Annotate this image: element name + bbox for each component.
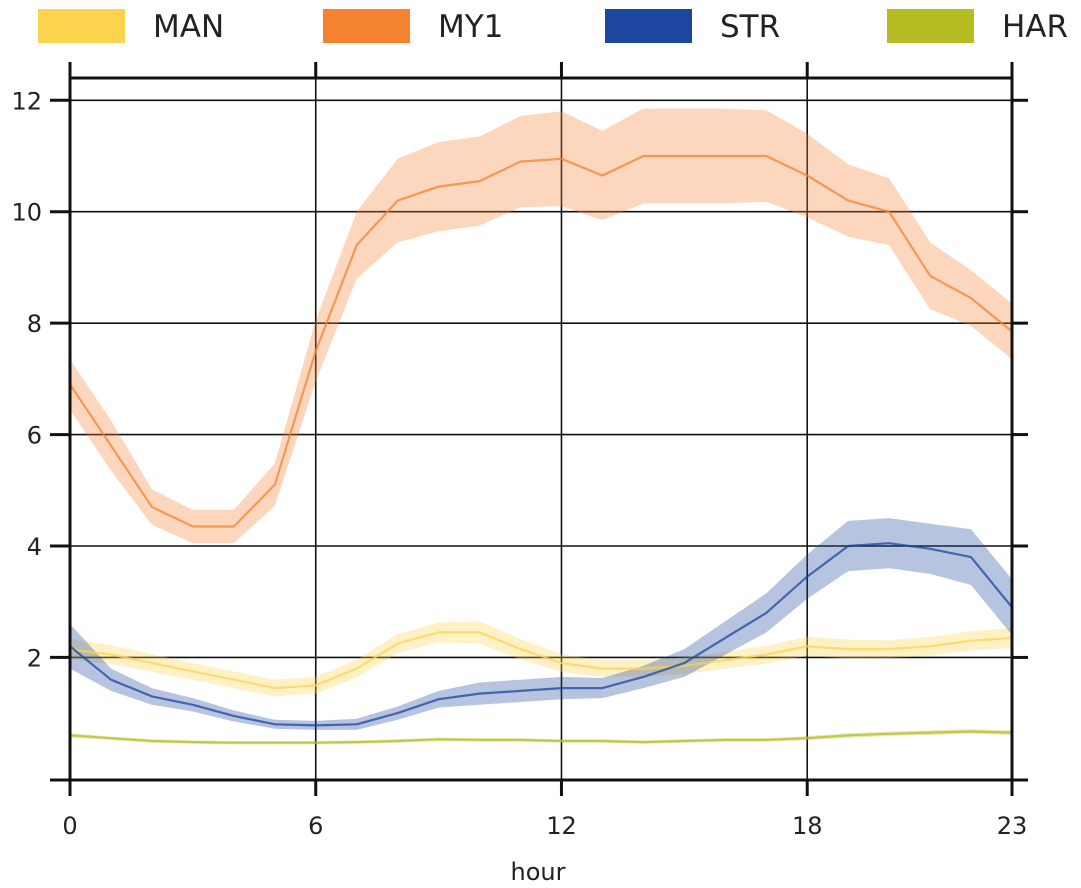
y-tick-label: 10 bbox=[11, 199, 42, 227]
band-str bbox=[70, 518, 1012, 730]
y-tick-label: 4 bbox=[27, 533, 42, 561]
series-lines bbox=[69, 154, 1013, 744]
x-tick-label: 6 bbox=[308, 812, 323, 840]
legend-swatch bbox=[887, 9, 974, 43]
line-str bbox=[69, 542, 1013, 727]
legend: MAN MY1 STR HAR bbox=[38, 9, 1068, 45]
plot-area: 2 4 6 8 10 12 0 6 12 18 23 bbox=[11, 62, 1028, 840]
line-my1 bbox=[69, 154, 1013, 528]
axis-ticks: 2 4 6 8 10 12 0 6 12 18 23 bbox=[11, 62, 1028, 840]
x-tick-label: 12 bbox=[546, 812, 577, 840]
band-my1 bbox=[70, 108, 1012, 544]
plot-frame bbox=[68, 64, 1014, 796]
legend-item-man: MAN bbox=[38, 9, 224, 45]
band-man bbox=[70, 621, 1012, 697]
y-tick-label: 6 bbox=[27, 422, 42, 450]
x-tick-label: 23 bbox=[997, 812, 1028, 840]
legend-label: MAN bbox=[153, 9, 224, 45]
legend-label: MY1 bbox=[438, 9, 503, 45]
y-tick-label: 8 bbox=[27, 310, 42, 338]
y-tick-label: 12 bbox=[11, 87, 42, 115]
legend-swatch bbox=[323, 9, 410, 43]
grid bbox=[70, 78, 1012, 780]
legend-swatch bbox=[38, 9, 125, 43]
line-har bbox=[69, 730, 1013, 744]
line-man bbox=[69, 631, 1013, 690]
legend-item-my1: MY1 bbox=[323, 9, 503, 45]
x-tick-label: 0 bbox=[62, 812, 77, 840]
legend-label: HAR bbox=[1002, 9, 1068, 45]
legend-item-str: STR bbox=[605, 9, 780, 45]
legend-item-har: HAR bbox=[887, 9, 1068, 45]
legend-label: STR bbox=[720, 9, 780, 45]
y-tick-label: 2 bbox=[27, 644, 42, 672]
legend-swatch bbox=[605, 9, 692, 43]
x-axis-label: hour bbox=[511, 858, 566, 886]
x-tick-label: 18 bbox=[792, 812, 823, 840]
